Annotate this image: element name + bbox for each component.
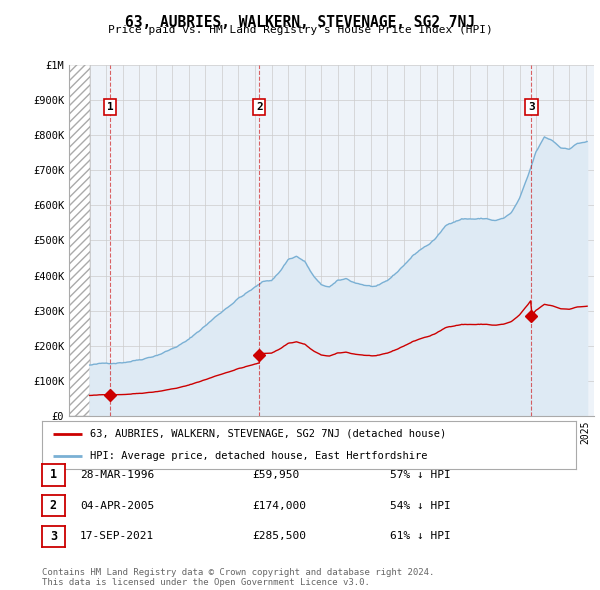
Text: 2: 2	[50, 499, 57, 512]
Text: £59,950: £59,950	[252, 470, 299, 480]
Text: Contains HM Land Registry data © Crown copyright and database right 2024.: Contains HM Land Registry data © Crown c…	[42, 568, 434, 577]
Text: £285,500: £285,500	[252, 532, 306, 541]
Text: 63, AUBRIES, WALKERN, STEVENAGE, SG2 7NJ (detached house): 63, AUBRIES, WALKERN, STEVENAGE, SG2 7NJ…	[90, 429, 446, 439]
Text: HPI: Average price, detached house, East Hertfordshire: HPI: Average price, detached house, East…	[90, 451, 428, 461]
Text: 61% ↓ HPI: 61% ↓ HPI	[390, 532, 451, 541]
Text: 2: 2	[256, 102, 263, 112]
Text: 63, AUBRIES, WALKERN, STEVENAGE, SG2 7NJ: 63, AUBRIES, WALKERN, STEVENAGE, SG2 7NJ	[125, 15, 475, 30]
Text: 54% ↓ HPI: 54% ↓ HPI	[390, 501, 451, 510]
Text: 57% ↓ HPI: 57% ↓ HPI	[390, 470, 451, 480]
Bar	[69, 65, 89, 416]
Text: 28-MAR-1996: 28-MAR-1996	[80, 470, 154, 480]
Text: Price paid vs. HM Land Registry’s House Price Index (HPI): Price paid vs. HM Land Registry’s House …	[107, 25, 493, 35]
Text: 1: 1	[107, 102, 113, 112]
Text: 3: 3	[50, 530, 57, 543]
Text: 04-APR-2005: 04-APR-2005	[80, 501, 154, 510]
Text: £174,000: £174,000	[252, 501, 306, 510]
Text: 3: 3	[528, 102, 535, 112]
Text: This data is licensed under the Open Government Licence v3.0.: This data is licensed under the Open Gov…	[42, 578, 370, 587]
Text: 17-SEP-2021: 17-SEP-2021	[80, 532, 154, 541]
Text: 1: 1	[50, 468, 57, 481]
